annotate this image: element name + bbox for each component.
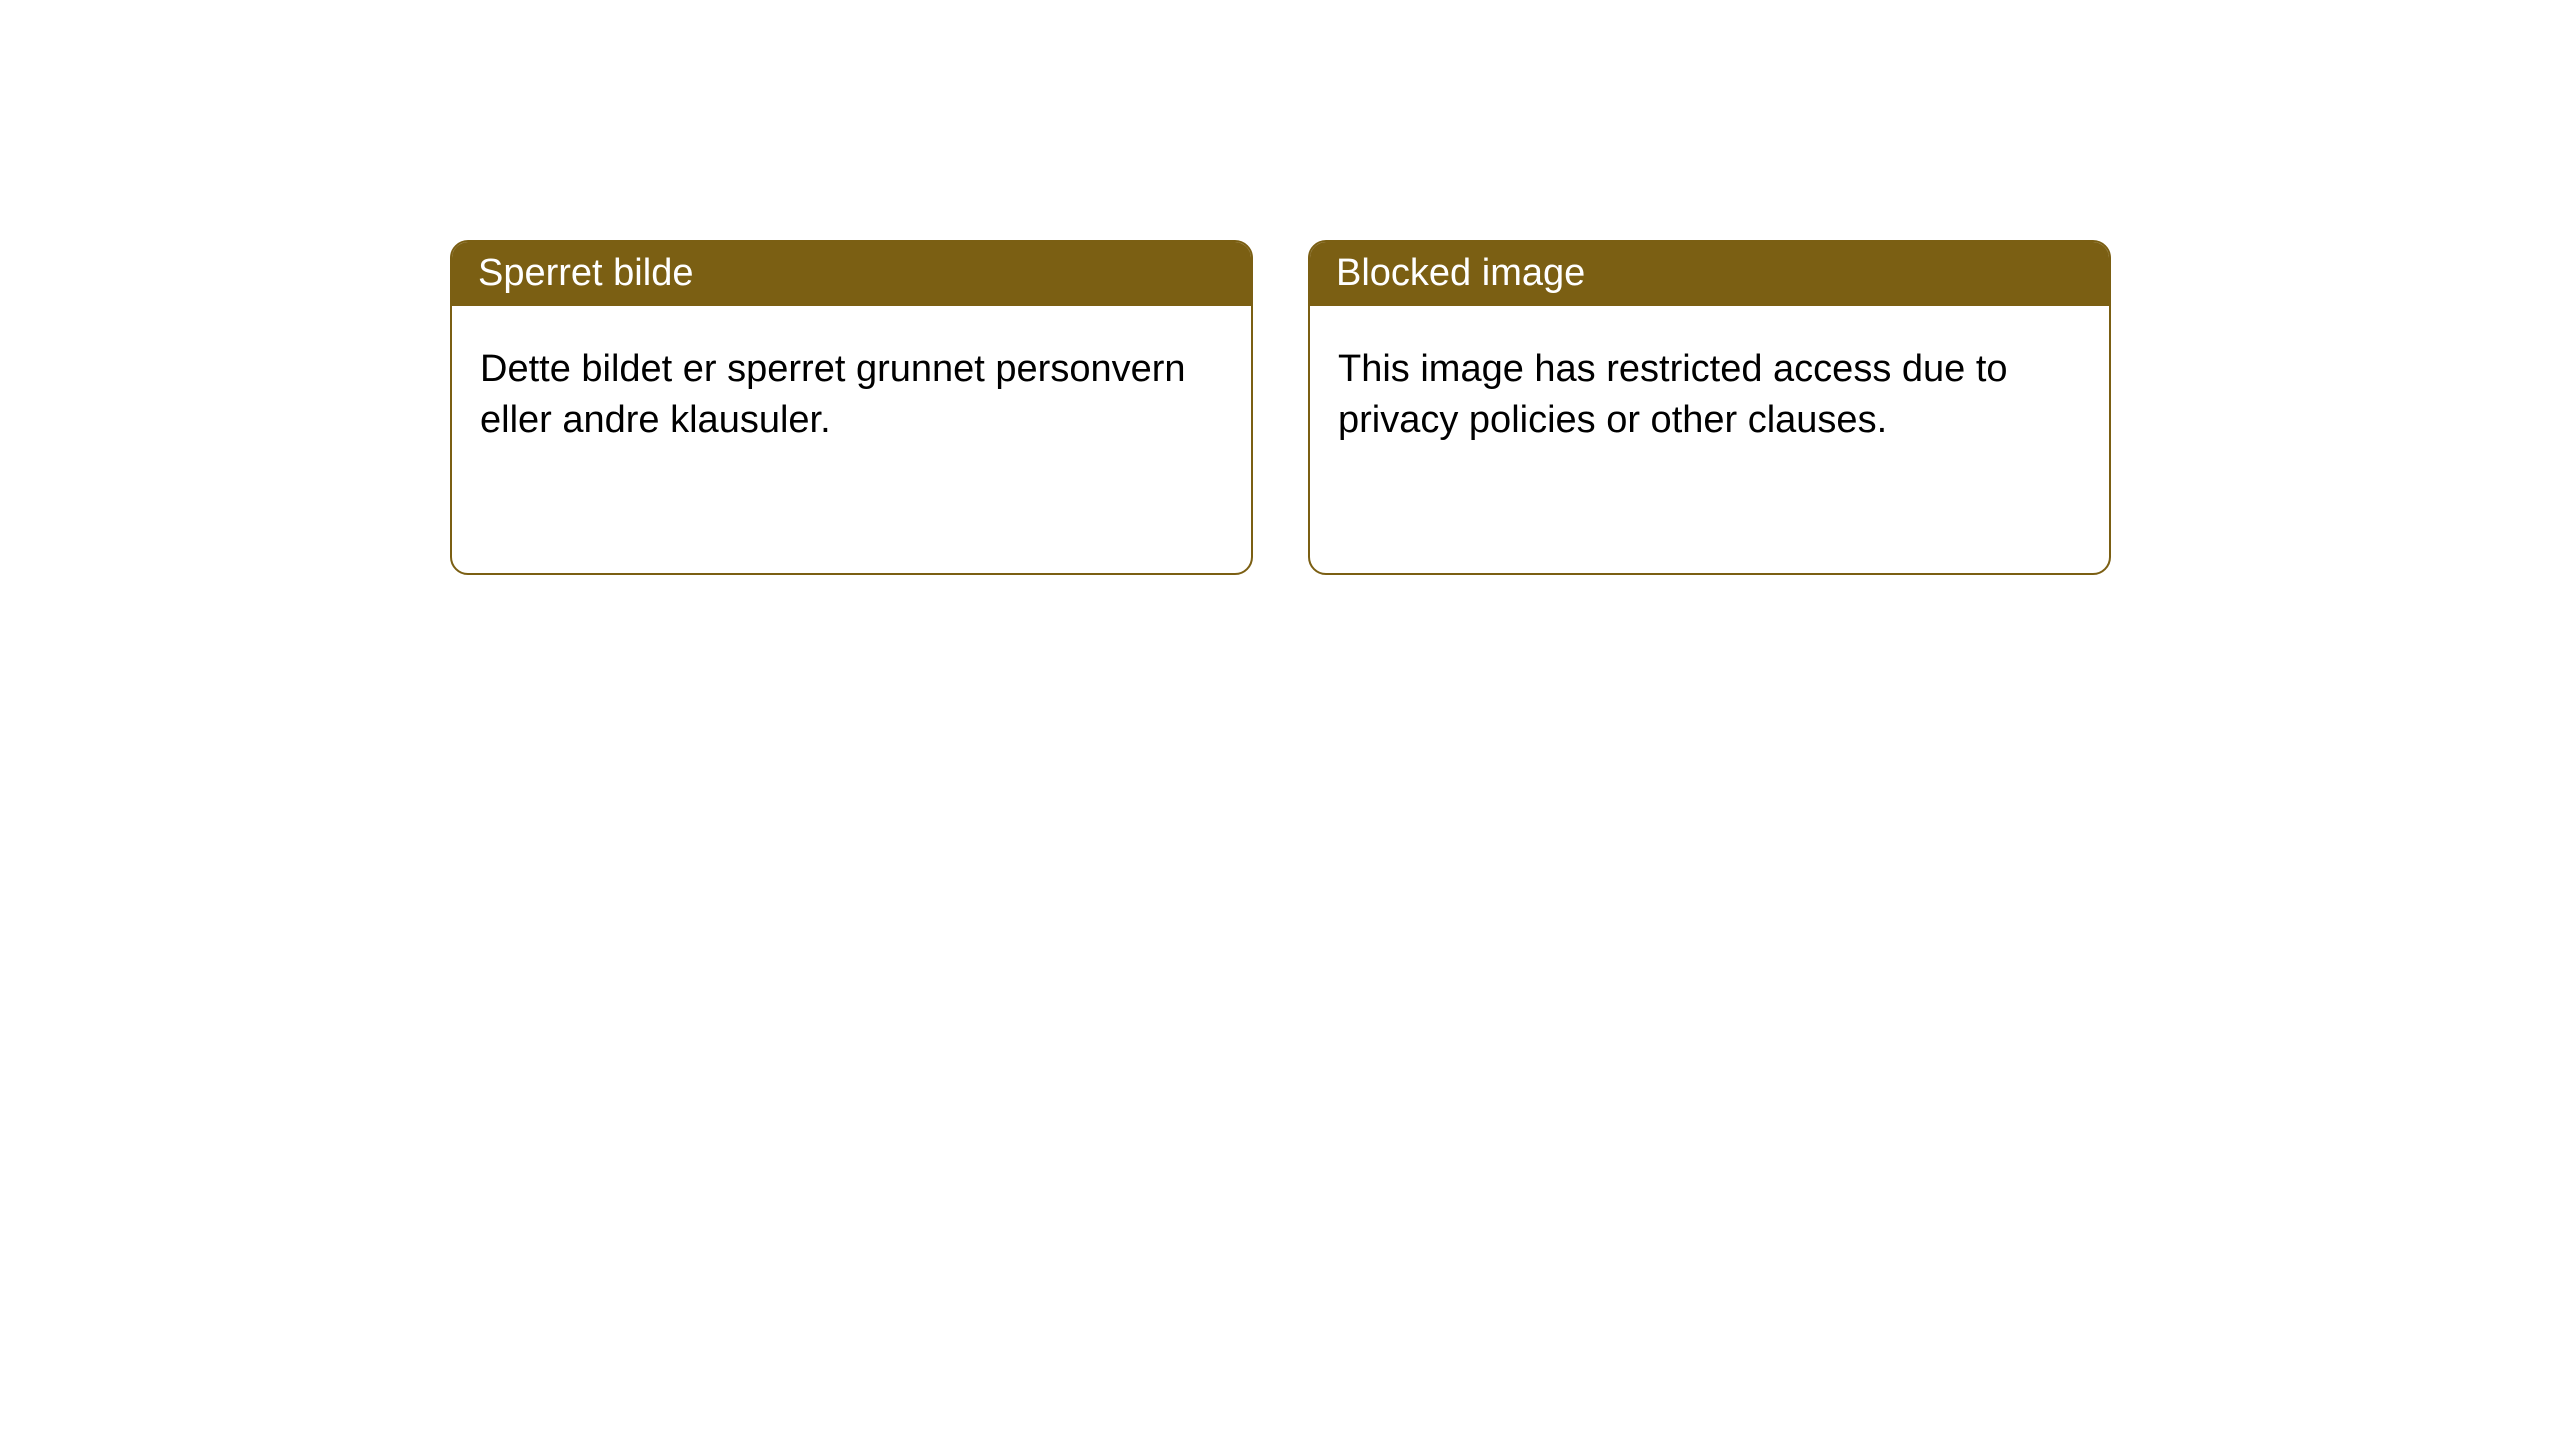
notice-card-norwegian: Sperret bilde Dette bildet er sperret gr… <box>450 240 1253 575</box>
notice-header: Blocked image <box>1310 242 2109 306</box>
notice-header: Sperret bilde <box>452 242 1251 306</box>
notice-card-english: Blocked image This image has restricted … <box>1308 240 2111 575</box>
notice-container: Sperret bilde Dette bildet er sperret gr… <box>0 0 2560 575</box>
notice-body: This image has restricted access due to … <box>1310 306 2109 484</box>
notice-body: Dette bildet er sperret grunnet personve… <box>452 306 1251 484</box>
